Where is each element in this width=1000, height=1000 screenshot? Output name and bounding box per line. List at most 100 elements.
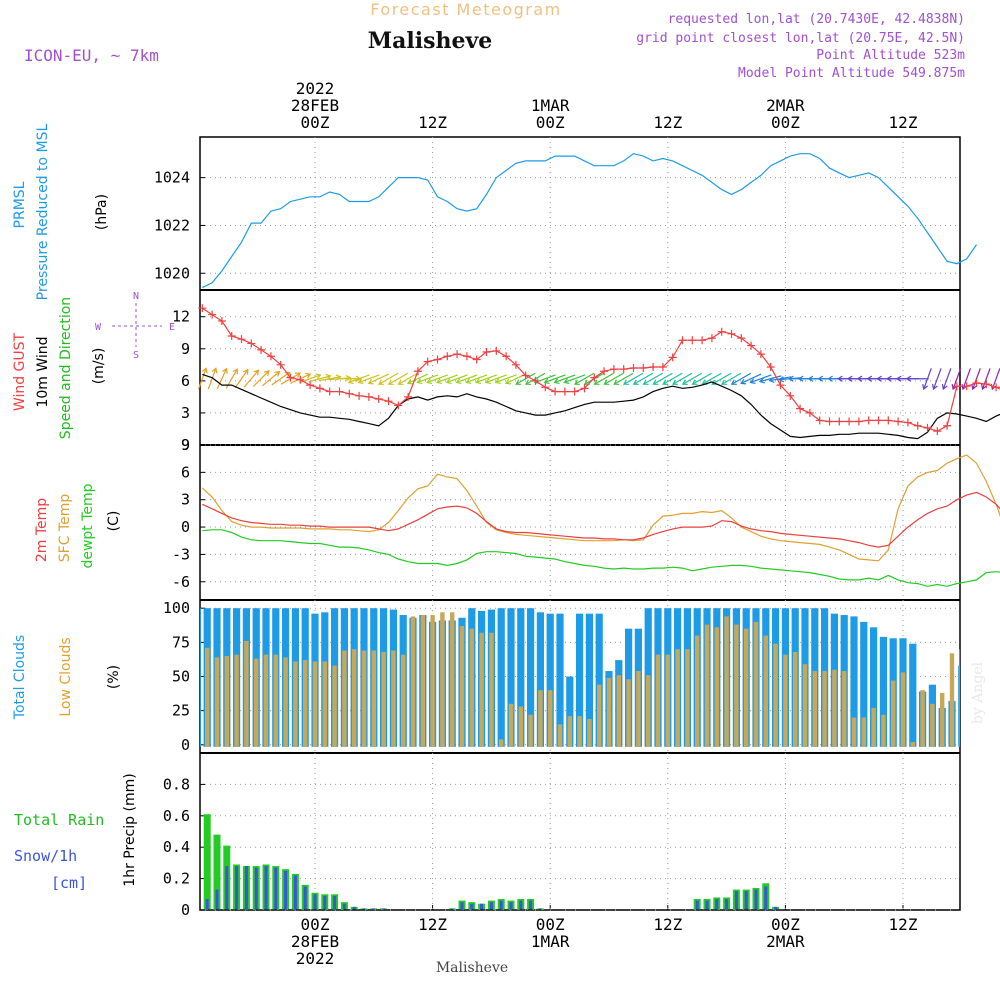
wind-arrowhead bbox=[749, 378, 756, 385]
total-cloud-bar bbox=[527, 608, 535, 747]
low-cloud-bar bbox=[234, 654, 239, 747]
temp2m-line bbox=[202, 491, 1000, 548]
low-cloud-bar bbox=[567, 716, 572, 747]
wind-arrowhead bbox=[465, 378, 472, 385]
gust-marker bbox=[786, 391, 795, 400]
wind-arrow bbox=[643, 372, 663, 385]
low-cloud-bar bbox=[391, 650, 396, 747]
wind-arrowhead bbox=[345, 375, 352, 382]
gust-marker bbox=[678, 336, 687, 345]
wind-arrow bbox=[407, 373, 429, 384]
low-cloud-bar bbox=[783, 654, 788, 747]
gust-marker bbox=[982, 380, 991, 389]
wind-arrowhead bbox=[563, 378, 570, 385]
ytick-label: 0.4 bbox=[163, 838, 190, 856]
snow-bar bbox=[519, 900, 523, 910]
wind-arrowhead bbox=[827, 375, 833, 382]
wind-arrowhead bbox=[720, 379, 727, 385]
gust-marker bbox=[198, 304, 207, 313]
wind-arrowhead bbox=[787, 375, 794, 382]
low-cloud-bar bbox=[900, 672, 906, 747]
wind-arrow bbox=[446, 374, 468, 384]
low-cloud-bar bbox=[420, 615, 425, 747]
wind-arrowhead bbox=[305, 372, 312, 379]
wind-arrow bbox=[495, 374, 517, 384]
gust-marker bbox=[805, 408, 814, 417]
model-altitude: Model Point Altitude 549.875m bbox=[738, 66, 965, 81]
wind-arrowhead bbox=[484, 378, 491, 385]
wind-arrowhead bbox=[543, 378, 550, 385]
wind-arrow bbox=[633, 372, 654, 385]
compass-west: W bbox=[95, 322, 102, 333]
compass-east: E bbox=[169, 322, 175, 333]
wind-arrow bbox=[262, 371, 280, 387]
low-cloud-bar bbox=[479, 632, 484, 747]
wind-arrow bbox=[436, 374, 458, 384]
gust-marker bbox=[639, 364, 648, 373]
prmsl-label: PRMSL bbox=[12, 181, 28, 228]
snow-bar bbox=[342, 903, 346, 910]
wind-arrow bbox=[942, 368, 952, 390]
wind-arrowhead bbox=[416, 378, 423, 385]
wind-arrowhead bbox=[553, 378, 560, 385]
wind-arrowhead bbox=[622, 379, 629, 385]
wind-arrow bbox=[398, 372, 418, 385]
wind-arrow bbox=[613, 372, 634, 385]
model-label: ICON-EU, ~ 7km bbox=[24, 46, 159, 65]
wind-arrowhead bbox=[515, 379, 522, 385]
snow-bar bbox=[744, 891, 748, 910]
wind-arrowhead bbox=[211, 367, 218, 374]
wind-arrow bbox=[759, 375, 782, 383]
sfc-temp-line bbox=[201, 454, 1000, 562]
gust-marker bbox=[952, 382, 961, 391]
wind-arrowhead bbox=[662, 379, 669, 385]
footer-location: Malisheve bbox=[436, 960, 508, 976]
wind-arrow bbox=[252, 370, 270, 387]
wind-arrowhead bbox=[613, 379, 620, 385]
gust-marker bbox=[560, 387, 569, 396]
low-cloud-bar bbox=[714, 627, 719, 747]
low-cloud-bar bbox=[459, 625, 465, 747]
temp2m-label: 2m Temp bbox=[34, 498, 50, 562]
wind-arrowhead bbox=[263, 370, 270, 376]
snow-bar bbox=[362, 908, 366, 910]
wind-arrow bbox=[216, 368, 228, 389]
gust-marker bbox=[825, 417, 834, 426]
gust-marker bbox=[619, 365, 628, 374]
wind-arrowhead bbox=[455, 378, 462, 385]
low-cloud-bar bbox=[381, 651, 386, 747]
gust-marker bbox=[306, 381, 315, 390]
gust-marker bbox=[629, 364, 638, 373]
wind-arrowhead bbox=[222, 367, 228, 374]
low-cloud-bar bbox=[842, 671, 847, 747]
low-cloud-bar bbox=[773, 643, 778, 747]
snow-bar bbox=[695, 900, 699, 910]
low-cloud-bar bbox=[724, 616, 729, 747]
low-cloud-bar bbox=[675, 649, 680, 747]
ytick-label: 100 bbox=[163, 599, 190, 617]
ytick-label: 25 bbox=[172, 702, 190, 720]
gust-marker bbox=[413, 367, 422, 376]
low-cloud-bar bbox=[273, 654, 278, 747]
wind-arrowhead bbox=[866, 375, 873, 382]
wind-arrowhead bbox=[426, 378, 433, 385]
low-cloud-bar bbox=[205, 647, 210, 747]
low-cloud-bar bbox=[450, 612, 455, 747]
total-cloud-bar bbox=[497, 608, 505, 747]
total-cloud-bar bbox=[566, 676, 574, 747]
top-time-label: 2MAR bbox=[766, 96, 805, 115]
gust-marker bbox=[894, 417, 903, 426]
low-cloud-bar bbox=[753, 621, 759, 747]
wind-arrowhead bbox=[573, 379, 580, 385]
low-cloud-bar bbox=[861, 717, 866, 747]
gust-marker bbox=[933, 427, 942, 436]
gust-marker bbox=[482, 348, 491, 356]
gust-marker bbox=[227, 331, 236, 340]
gust-marker bbox=[217, 317, 226, 325]
ytick-label: 12 bbox=[172, 308, 190, 326]
low-cloud-bar bbox=[518, 706, 523, 747]
wind-arrowhead bbox=[445, 378, 452, 385]
wind-arrow bbox=[378, 372, 399, 385]
low-cloud-bar bbox=[930, 703, 935, 747]
